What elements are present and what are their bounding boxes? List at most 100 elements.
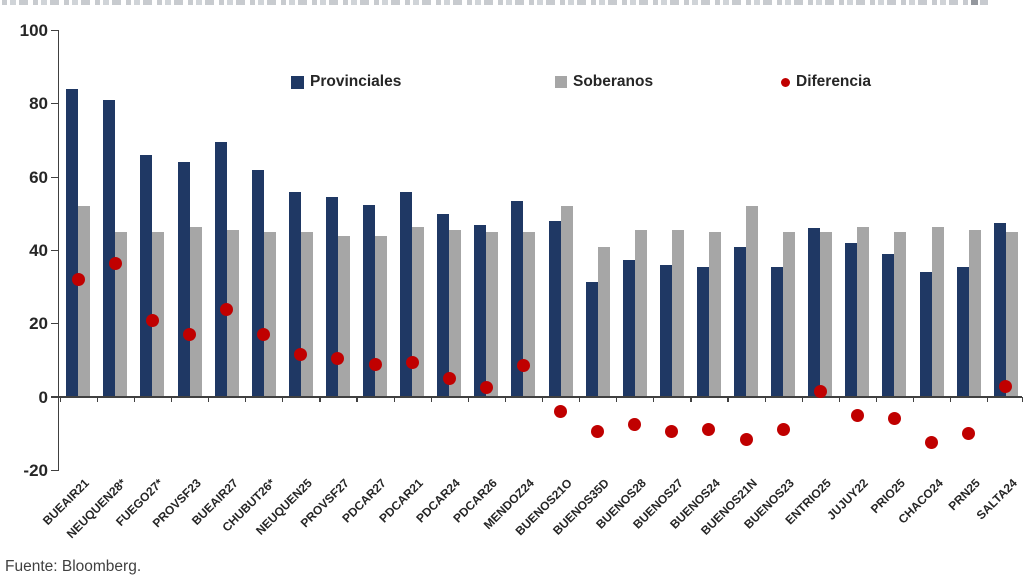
bar-soberanos (857, 226, 870, 397)
x-axis-tick (467, 397, 469, 402)
x-axis-label: BUENOS23 (741, 476, 797, 532)
bar-soberanos (152, 232, 165, 397)
x-axis-tick (838, 397, 840, 402)
x-axis-tick (950, 397, 952, 402)
legend-label-diferencia: Diferencia (796, 73, 871, 90)
bar-provinciales (251, 169, 264, 397)
bar-soberanos (412, 226, 425, 397)
bar-provinciales (882, 254, 895, 397)
x-axis-tick (541, 397, 544, 402)
bar-soberanos (708, 232, 721, 397)
diferencia-dot (220, 302, 234, 316)
x-axis-tick (912, 397, 915, 402)
x-axis-tick (96, 397, 98, 402)
diferencia-dot (554, 405, 567, 419)
diferencia-dot (813, 385, 827, 398)
bar-provinciales (140, 155, 153, 397)
x-axis-tick (356, 397, 358, 402)
clipped-title-remnant (2, 0, 988, 5)
diferencia-dot (776, 423, 790, 437)
diferencia-dot (925, 436, 938, 450)
x-axis-tick (653, 397, 655, 402)
y-axis-tick (51, 396, 58, 398)
y-axis-line (58, 30, 60, 471)
x-axis-label: BUENOS35D (549, 476, 612, 538)
diferencia-dot (294, 348, 308, 362)
x-axis-tick (579, 397, 581, 402)
bar-soberanos (746, 206, 758, 397)
diferencia-dot (145, 313, 159, 327)
diferencia-dot (257, 328, 271, 342)
x-axis-tick (282, 397, 284, 402)
bar-provinciales (214, 142, 227, 397)
bar-provinciales (474, 224, 487, 397)
chart-legend: Provinciales Soberanos Diferencia (0, 70, 1024, 96)
y-axis-tick-label: 20 (29, 314, 48, 334)
diferencia-dot (739, 432, 753, 446)
bar-soberanos (300, 232, 313, 397)
bar-soberanos (226, 230, 239, 397)
bar-provinciales (363, 204, 375, 397)
y-axis-tick (51, 323, 58, 325)
y-axis-tick-label: 80 (29, 94, 48, 114)
bar-provinciales (103, 100, 116, 397)
y-axis-tick (51, 103, 58, 105)
diferencia-dot (887, 412, 901, 426)
diferencia-dot (962, 427, 976, 441)
bar-provinciales (437, 213, 450, 397)
x-axis-tick (875, 397, 878, 402)
bar-soberanos (263, 232, 276, 397)
y-axis-tick-label: 100 (19, 21, 48, 40)
x-axis-label: ENTRIO25 (782, 476, 835, 528)
y-axis-tick (51, 469, 58, 471)
x-axis-tick (764, 397, 766, 402)
y-axis-tick (51, 176, 58, 178)
provinciales-swatch-icon (291, 75, 304, 89)
diferencia-dot (665, 425, 679, 439)
bar-provinciales (177, 162, 190, 397)
x-axis-tick (133, 397, 136, 402)
x-axis-tick (504, 397, 507, 402)
bar-provinciales (325, 197, 338, 397)
diferencia-dot (108, 256, 122, 270)
x-axis-label: BUENOS28 (592, 476, 649, 532)
x-axis-label: PROVSF27 (297, 476, 352, 531)
source-note: Fuente: Bloomberg. (5, 558, 142, 575)
diferencia-dot (183, 328, 196, 342)
legend-label-provinciales: Provinciales (310, 73, 402, 90)
bar-soberanos (337, 235, 350, 397)
y-axis-tick-label: 40 (29, 240, 48, 260)
x-axis-label: PDCAR26 (450, 476, 501, 526)
x-axis-tick (59, 397, 61, 402)
bar-soberanos (597, 246, 610, 397)
bar-soberanos (375, 235, 387, 397)
bar-provinciales (956, 266, 969, 397)
bar-soberanos (115, 232, 128, 397)
x-axis-label: NEUQUEN25 (252, 476, 315, 538)
x-axis-tick (319, 397, 321, 402)
bar-provinciales (511, 200, 524, 397)
x-axis-label: MENDOZ24 (481, 476, 538, 533)
bar-provinciales (845, 243, 858, 397)
diferencia-dot (591, 425, 605, 439)
x-axis-tick (208, 397, 210, 402)
bar-provinciales (622, 259, 635, 397)
x-axis-label: BUENOS27 (630, 476, 686, 532)
bar-provinciales (696, 266, 709, 397)
x-axis-label: BUEAIR27 (188, 476, 241, 528)
x-axis-label: CHUBUT26* (219, 476, 278, 535)
x-axis-label: CHACO24 (894, 476, 946, 527)
y-axis-tick (51, 249, 58, 252)
bar-soberanos (968, 230, 981, 397)
x-axis-tick (616, 397, 618, 402)
y-axis-tick-label: 60 (29, 167, 48, 187)
bar-provinciales (659, 265, 672, 397)
legend-item-diferencia: Diferencia (781, 70, 871, 94)
x-axis-label: PRIO25 (868, 476, 909, 517)
diferencia-swatch-icon (781, 77, 790, 87)
legend-item-provinciales: Provinciales (291, 70, 401, 94)
diferencia-dot (368, 357, 382, 371)
x-axis-label: BUENOS21N (698, 476, 760, 538)
bar-soberanos (894, 232, 907, 397)
bar-soberanos (671, 230, 684, 397)
